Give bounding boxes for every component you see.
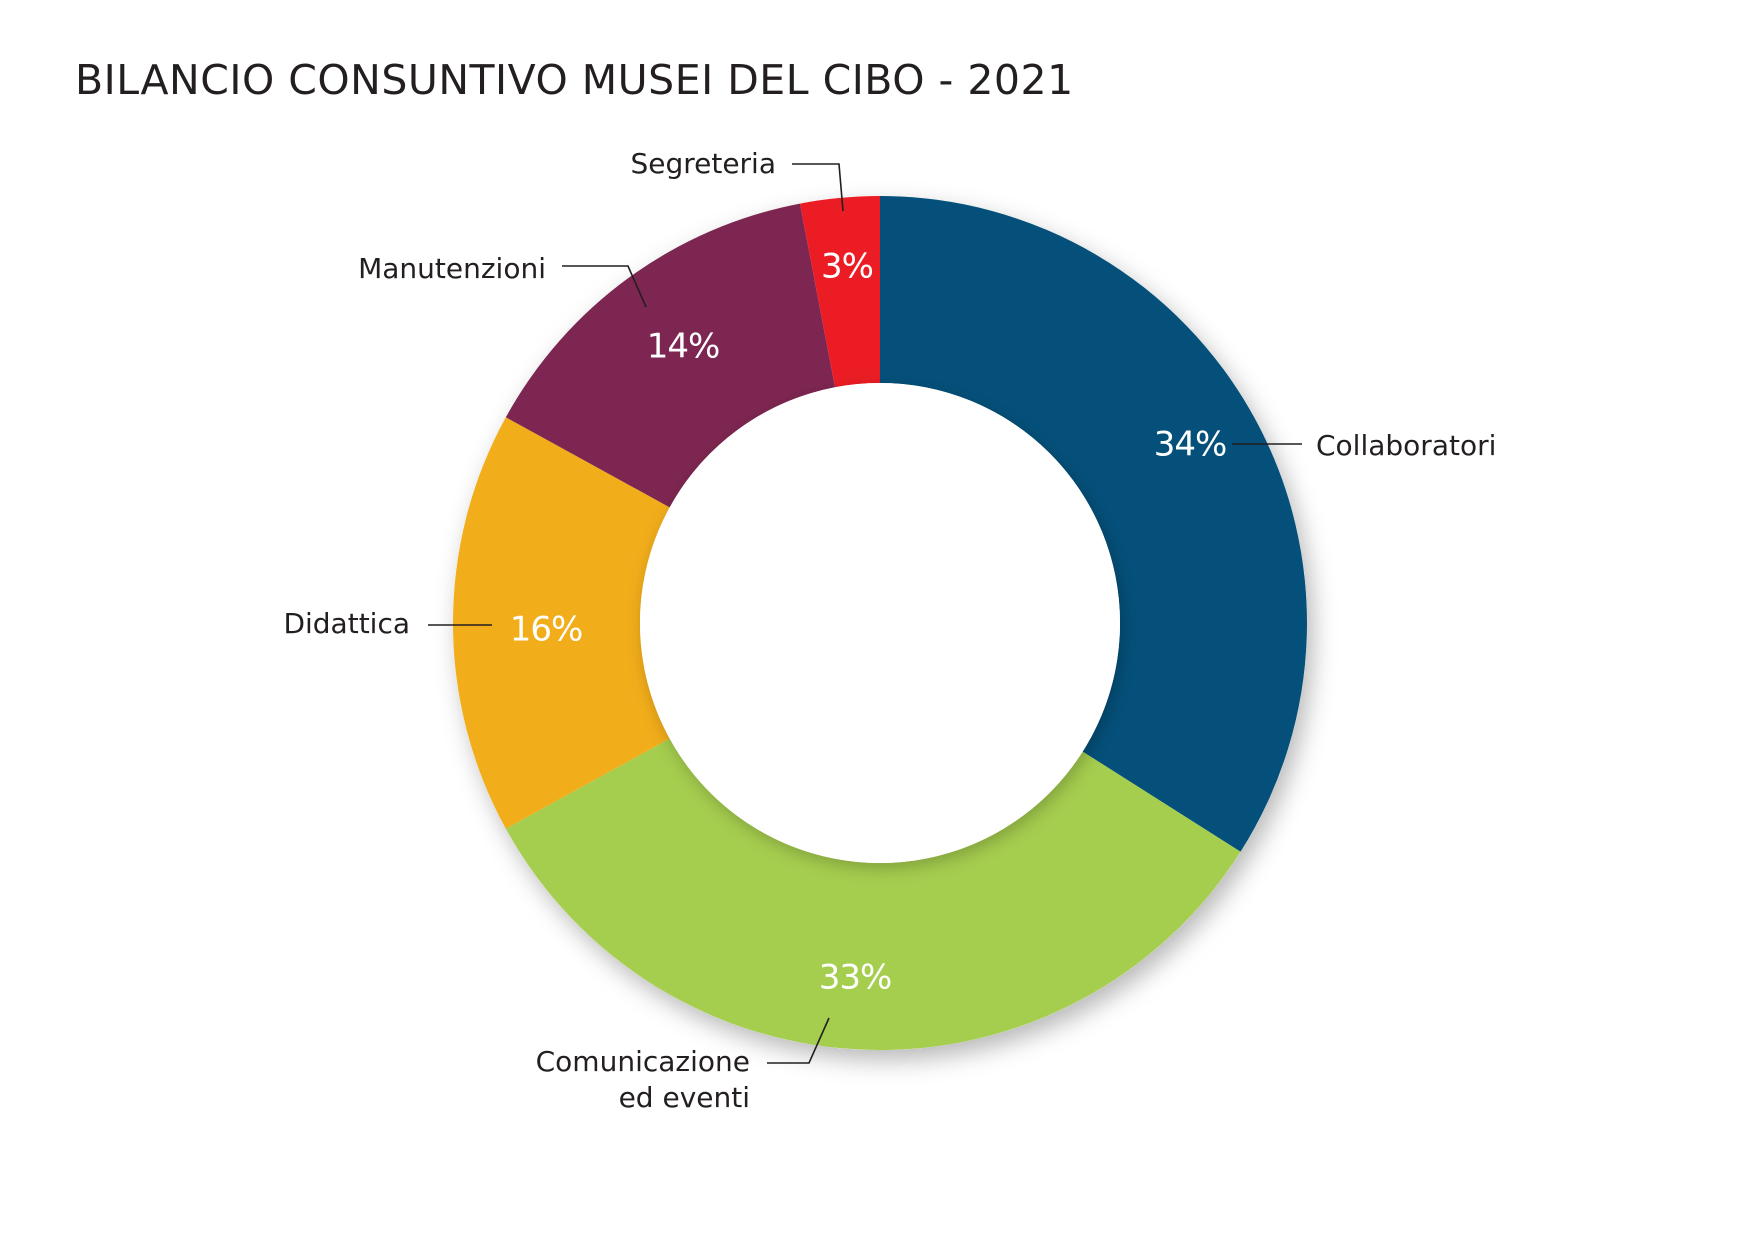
donut-hole — [640, 383, 1120, 863]
chart-title: BILANCIO CONSUNTIVO MUSEI DEL CIBO - 202… — [75, 56, 1074, 104]
category-label-segreteria: Segreteria — [630, 147, 776, 180]
category-label-manutenzioni: Manutenzioni — [358, 252, 546, 285]
leader-line-segreteria — [792, 163, 844, 212]
value-label-comunicazione: 33% — [819, 958, 892, 998]
leader-line-comunicazione — [767, 1017, 830, 1064]
slice-collaboratori[interactable] — [880, 196, 1307, 852]
category-label-didattica: Didattica — [283, 607, 410, 640]
slice-comunicazione[interactable] — [505, 738, 1241, 1051]
value-label-manutenzioni: 14% — [647, 327, 720, 367]
leader-line-manutenzioni — [562, 265, 647, 308]
category-label-line: Comunicazione — [536, 1045, 750, 1078]
value-label-segreteria: 3% — [821, 247, 873, 287]
category-label-line: ed eventi — [619, 1081, 750, 1114]
category-label-collaboratori: Collaboratori — [1316, 429, 1496, 462]
slice-manutenzioni[interactable] — [505, 203, 836, 508]
category-label-comunicazione: Comunicazione ed eventi — [536, 1045, 750, 1114]
slice-segreteria[interactable] — [799, 196, 880, 388]
value-label-collaboratori: 34% — [1154, 425, 1227, 465]
value-label-didattica: 16% — [510, 610, 583, 650]
slice-didattica[interactable] — [452, 417, 670, 829]
